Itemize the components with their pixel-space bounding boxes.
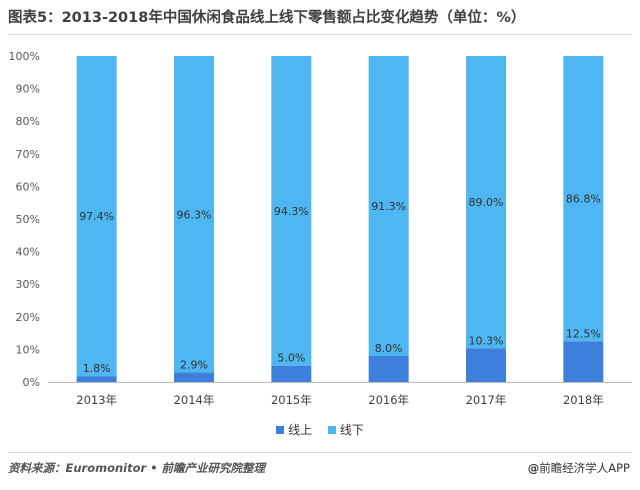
x-tick-label: 2014年 bbox=[174, 393, 215, 407]
x-tick-label: 2018年 bbox=[563, 393, 604, 407]
y-tick-label: 30% bbox=[16, 278, 40, 291]
x-tick-label: 2015年 bbox=[271, 393, 312, 407]
data-label-online: 5.0% bbox=[277, 352, 305, 365]
bar-segment-offline bbox=[368, 56, 409, 356]
bar-segment-online bbox=[563, 341, 604, 382]
bar-segment-offline bbox=[563, 56, 604, 342]
x-tick-label: 2013年 bbox=[76, 393, 117, 407]
data-label-online: 12.5% bbox=[566, 327, 601, 340]
data-label-offline: 86.8% bbox=[566, 193, 601, 206]
y-tick-label: 10% bbox=[16, 343, 40, 356]
legend-item-online: 线上 bbox=[276, 421, 312, 438]
footer-divider bbox=[8, 452, 632, 453]
legend-label-offline: 线下 bbox=[339, 423, 364, 437]
bar-segment-online bbox=[76, 376, 117, 382]
data-label-online: 2.9% bbox=[180, 359, 208, 372]
chart-title: 图表5：2013-2018年中国休闲食品线上线下零售额占比变化趋势（单位：%） bbox=[8, 10, 526, 26]
y-tick-label: 60% bbox=[16, 180, 40, 193]
y-tick-label: 40% bbox=[16, 246, 40, 259]
bar-segment-online bbox=[174, 372, 214, 382]
y-tick-label: 80% bbox=[16, 115, 40, 128]
y-tick-label: 70% bbox=[16, 148, 40, 161]
source-note: 资料来源：Euromonitor • 前瞻产业研究院整理 bbox=[8, 461, 266, 475]
data-label-offline: 91.3% bbox=[371, 200, 406, 213]
legend-item-offline: 线下 bbox=[327, 421, 364, 438]
title-divider bbox=[8, 34, 632, 35]
data-label-online: 10.3% bbox=[469, 334, 504, 347]
bar-segment-offline bbox=[174, 56, 214, 373]
data-label-online: 1.8% bbox=[83, 362, 111, 375]
y-tick-label: 100% bbox=[9, 50, 40, 63]
bar-segment-online bbox=[368, 355, 409, 382]
chart-legend: 线上 线下 bbox=[0, 421, 640, 438]
credit: @前瞻经济学人APP bbox=[528, 460, 630, 476]
y-tick-label: 20% bbox=[16, 311, 40, 324]
legend-swatch-online bbox=[276, 425, 285, 434]
bar-segment-offline bbox=[76, 56, 117, 377]
credit-at-sign: @ bbox=[527, 461, 540, 475]
y-tick-label: 90% bbox=[16, 83, 40, 96]
legend-swatch-offline bbox=[327, 425, 336, 434]
bar-segment-online bbox=[271, 365, 312, 382]
bar-segment-offline bbox=[466, 56, 506, 349]
y-tick-label: 0% bbox=[23, 376, 40, 389]
bar-segment-online bbox=[466, 348, 506, 382]
credit-text: 前瞻经济学人APP bbox=[539, 461, 630, 475]
data-label-offline: 97.4% bbox=[79, 210, 114, 223]
stacked-bar-chart: 0% 10% 20% 30% 40% 50% 60% 70% 80% 90% 100% 1.8% 97.… bbox=[9, 50, 632, 407]
data-label-online: 8.0% bbox=[375, 342, 403, 355]
data-label-offline: 94.3% bbox=[274, 205, 309, 218]
legend-label-online: 线上 bbox=[288, 423, 313, 437]
x-tick-label: 2017年 bbox=[466, 393, 507, 407]
data-label-offline: 96.3% bbox=[177, 208, 212, 221]
bar-segment-offline bbox=[271, 56, 312, 366]
data-label-offline: 89.0% bbox=[469, 196, 504, 209]
y-tick-label: 50% bbox=[16, 213, 40, 226]
x-tick-label: 2016年 bbox=[368, 393, 409, 407]
